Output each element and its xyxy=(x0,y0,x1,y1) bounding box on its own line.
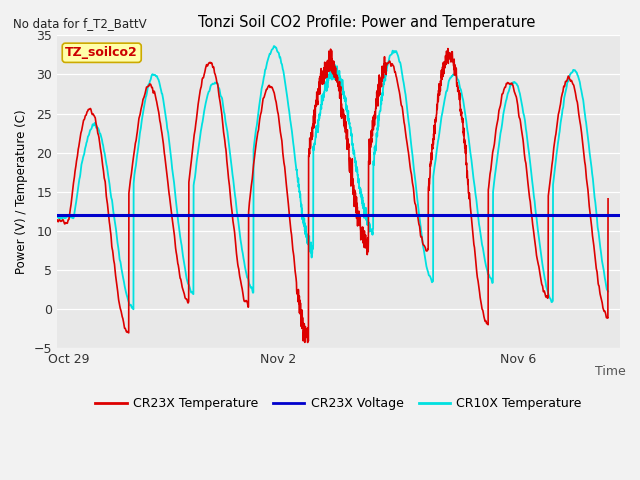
Y-axis label: Power (V) / Temperature (C): Power (V) / Temperature (C) xyxy=(15,109,28,274)
Legend: CR23X Temperature, CR23X Voltage, CR10X Temperature: CR23X Temperature, CR23X Voltage, CR10X … xyxy=(90,392,586,415)
Text: No data for f_T2_BattV: No data for f_T2_BattV xyxy=(13,17,147,30)
Text: Time: Time xyxy=(595,365,626,378)
Title: Tonzi Soil CO2 Profile: Power and Temperature: Tonzi Soil CO2 Profile: Power and Temper… xyxy=(198,15,535,30)
Text: TZ_soilco2: TZ_soilco2 xyxy=(65,46,138,60)
